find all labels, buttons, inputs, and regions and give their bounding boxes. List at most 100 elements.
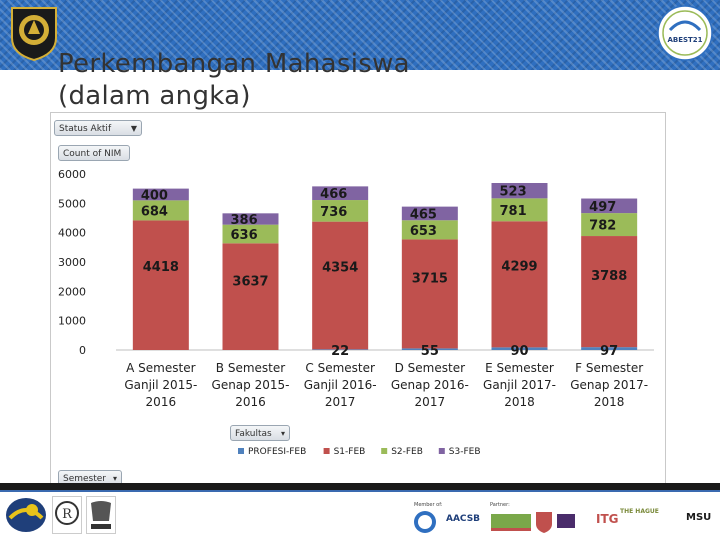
- y-tick-label: 6000: [58, 168, 86, 181]
- data-label: 386: [231, 213, 258, 228]
- x-category-label: 2018: [504, 395, 535, 409]
- data-label: 4418: [143, 260, 179, 275]
- partner-text: Partner:: [490, 502, 510, 508]
- x-category-label: D Semester: [395, 361, 465, 375]
- data-label: 466: [320, 187, 347, 202]
- x-category-label: Genap 2016-: [391, 378, 469, 392]
- the-hague-logo-icon: THE HAGUE: [620, 508, 659, 515]
- x-category-label: Ganjil 2017-: [483, 378, 556, 392]
- bar-segment: [222, 224, 279, 244]
- ukas-seal-icon: [86, 496, 116, 534]
- x-category-label: 2018: [594, 395, 625, 409]
- data-label: 653: [410, 224, 437, 239]
- member-of-text: Member of:: [414, 502, 443, 508]
- count-of-nim-button[interactable]: Count of NIM: [58, 145, 130, 161]
- data-label: 736: [320, 205, 347, 220]
- bar-segment: [132, 220, 189, 350]
- bar-segment: [132, 200, 189, 221]
- university-emblem-icon: [11, 7, 57, 62]
- x-category-label: B Semester: [216, 361, 285, 375]
- legend-label: PROFESI-FEB: [248, 447, 306, 457]
- bar-segment: [491, 347, 548, 350]
- legend-swatch: [438, 448, 445, 454]
- bar-segment: [491, 221, 548, 348]
- legend-swatch: [381, 448, 388, 454]
- aacsb-logo-icon: AACSB: [446, 514, 481, 524]
- footer-divider-accent: [0, 490, 720, 492]
- y-tick-label: 0: [79, 344, 86, 357]
- data-label: 55: [421, 344, 439, 359]
- fakultas-filter-label: Fakultas: [235, 429, 272, 439]
- funnel-icon: ▼: [130, 124, 137, 133]
- x-category-label: A Semester: [126, 361, 195, 375]
- data-label: 4354: [322, 260, 358, 275]
- legend-label: S1-FEB: [334, 447, 366, 457]
- header-banner: ABEST21: [0, 0, 720, 70]
- abest21-member-icon: [414, 511, 436, 533]
- data-label: 3637: [232, 275, 268, 290]
- iso-seal-icon: R: [52, 496, 82, 534]
- footer-divider: [0, 483, 720, 490]
- data-label: 400: [141, 188, 168, 203]
- data-label: 782: [589, 219, 616, 234]
- y-tick-label: 4000: [58, 227, 86, 240]
- bar-segment: [401, 348, 458, 350]
- x-category-label: 2017: [325, 395, 356, 409]
- y-tick-label: 2000: [58, 285, 86, 298]
- partner-seal-icon: [536, 512, 552, 533]
- bar-segment: [581, 213, 638, 237]
- page-title-line2: (dalam angka): [58, 81, 251, 111]
- bar-segment: [581, 347, 638, 350]
- x-category-label: 2016: [235, 395, 266, 409]
- bar-segment: [312, 349, 369, 350]
- fakultas-filter-button[interactable]: Fakultas ▾: [230, 425, 290, 441]
- bar-segment: [401, 206, 458, 221]
- legend-label: S2-FEB: [391, 447, 423, 457]
- bar-segment: [491, 183, 548, 199]
- count-of-nim-label: Count of NIM: [63, 149, 122, 159]
- data-label: 4299: [501, 259, 537, 274]
- x-category-label: F Semester: [575, 361, 643, 375]
- data-label: 636: [231, 228, 258, 243]
- y-tick-label: 1000: [58, 315, 86, 328]
- itg-logo-icon: ITG: [596, 512, 619, 526]
- data-label: 684: [141, 204, 168, 219]
- bar-segment: [222, 213, 279, 225]
- x-category-label: 2017: [415, 395, 446, 409]
- x-category-label: Genap 2015-: [212, 378, 290, 392]
- y-tick-label: 5000: [58, 197, 86, 210]
- bar-segment: [401, 220, 458, 240]
- ub-logo-icon: [6, 498, 46, 532]
- usm-logo-icon: [557, 514, 575, 528]
- x-category-label: C Semester: [305, 361, 375, 375]
- bar-segment: [132, 188, 189, 201]
- data-label: 781: [500, 204, 527, 219]
- data-label: 90: [510, 344, 528, 359]
- semester-filter-label: Semester: [63, 474, 107, 484]
- page-title: Perkembangan Mahasiswa (dalam angka): [58, 48, 410, 112]
- legend-swatch: [323, 448, 330, 454]
- bar-segment: [401, 239, 458, 349]
- data-label: 3788: [591, 269, 627, 284]
- partner-logo-murray-icon: [491, 514, 531, 531]
- bar-segment: [581, 198, 638, 214]
- x-category-label: E Semester: [485, 361, 554, 375]
- bar-segment: [491, 198, 548, 222]
- bar-segment: [581, 236, 638, 348]
- data-label: 97: [600, 344, 618, 359]
- x-category-label: Ganjil 2016-: [304, 378, 377, 392]
- y-tick-label: 3000: [58, 256, 86, 269]
- x-category-label: Ganjil 2015-: [124, 378, 197, 392]
- legend-label: S3-FEB: [449, 447, 481, 457]
- bar-segment: [222, 243, 279, 350]
- abest21-logo-icon: ABEST21: [657, 5, 713, 61]
- data-label: 22: [331, 344, 349, 359]
- bar-segment: [312, 221, 369, 350]
- x-category-label: 2016: [146, 395, 177, 409]
- data-label: 465: [410, 207, 437, 222]
- status-filter-label: Status Aktif: [59, 124, 112, 134]
- abest21-text: ABEST21: [667, 36, 702, 44]
- status-filter-button[interactable]: Status Aktif ▼: [54, 120, 142, 136]
- svg-text:R: R: [62, 507, 73, 522]
